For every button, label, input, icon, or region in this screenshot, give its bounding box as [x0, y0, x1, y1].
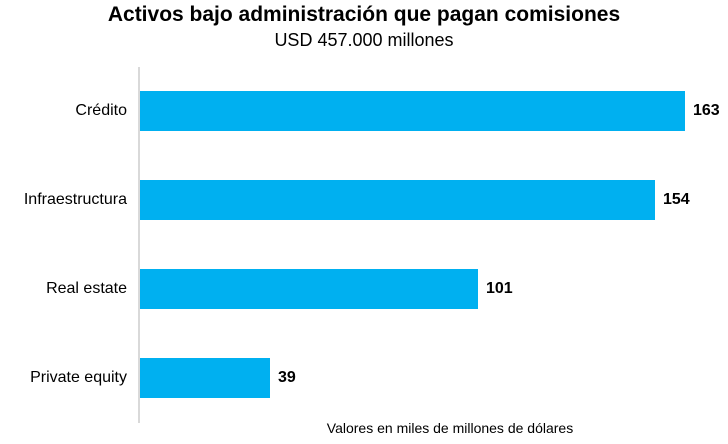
value-label: 101: [486, 280, 513, 297]
bar: [140, 358, 270, 398]
category-label: Private equity: [30, 369, 127, 386]
value-label: 163: [693, 102, 720, 119]
bar: [140, 269, 478, 309]
bar: [140, 180, 655, 220]
bar-row: Infraestructura 154: [0, 180, 728, 220]
chart-subtitle: USD 457.000 millones: [274, 30, 454, 50]
chart-title: Activos bajo administración que pagan co…: [107, 3, 621, 26]
category-axis-line: [138, 67, 140, 423]
bar-row: Crédito 163: [0, 91, 728, 131]
bar-row: Private equity 39: [0, 358, 728, 398]
category-label: Infraestructura: [23, 191, 127, 208]
bar-row: Real estate 101: [0, 269, 728, 309]
category-label: Crédito: [75, 102, 127, 119]
bar: [140, 91, 685, 131]
value-label: 154: [663, 191, 690, 208]
category-label: Real estate: [46, 280, 127, 297]
value-label: 39: [278, 369, 296, 386]
chart-footnote: Valores en miles de millones de dólares: [326, 420, 574, 436]
